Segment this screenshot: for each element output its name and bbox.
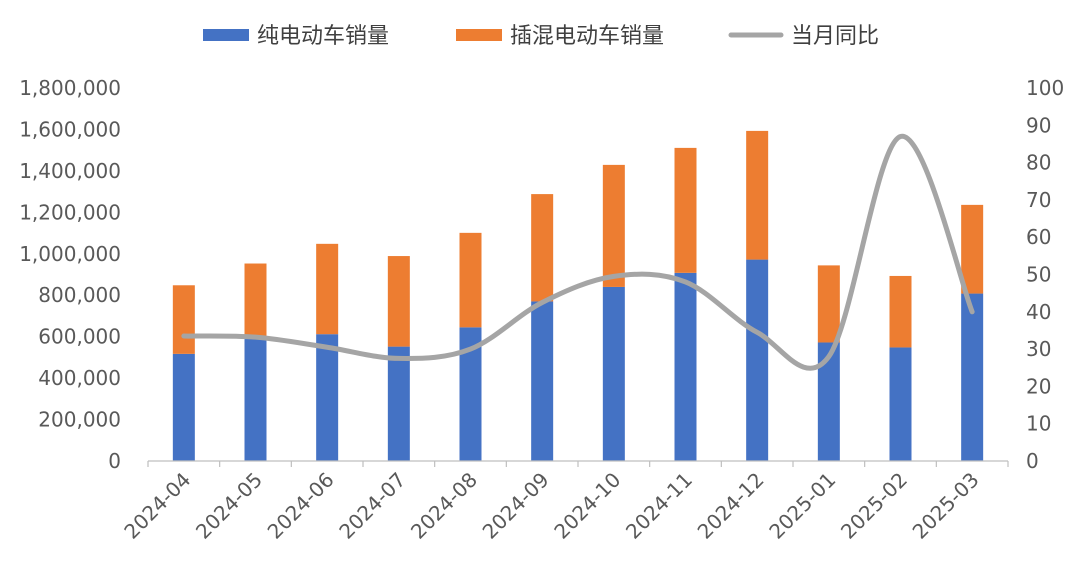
y-right-tick-label: 100 xyxy=(1026,76,1064,100)
x-tick-label: 2024-10 xyxy=(549,468,625,544)
bev-sales-bar xyxy=(172,353,195,461)
bev-sales-bar xyxy=(817,342,840,461)
legend-label: 当月同比 xyxy=(791,24,879,49)
legend-swatch xyxy=(456,29,502,41)
x-tick-label: 2025-01 xyxy=(764,468,840,544)
y-left-tick-label: 400,000 xyxy=(38,366,121,390)
y-right-tick-label: 20 xyxy=(1026,374,1051,398)
phev-sales-bar xyxy=(244,263,267,338)
y-axis-right: 0 10 20 30 40 50 60 70 80 90 100 xyxy=(1026,76,1064,473)
phev-sales-bar xyxy=(674,147,697,273)
y-left-tick-label: 1,200,000 xyxy=(19,200,121,224)
phev-sales-bar xyxy=(531,194,554,302)
y-left-tick-label: 1,800,000 xyxy=(19,76,121,100)
x-tick-label: 2024-11 xyxy=(621,468,697,544)
x-axis: 2024-042024-052024-062024-072024-082024-… xyxy=(119,460,1009,544)
bev-sales-bar xyxy=(531,301,554,461)
x-tick-label: 2024-07 xyxy=(334,468,410,544)
phev-sales-bar xyxy=(961,204,984,294)
phev-sales-bar xyxy=(817,265,840,343)
bev-sales-bar xyxy=(602,286,625,461)
bars xyxy=(172,130,984,461)
y-right-tick-label: 10 xyxy=(1026,412,1051,436)
y-right-tick-label: 30 xyxy=(1026,337,1051,361)
x-tick-label: 2024-05 xyxy=(191,468,267,544)
y-left-tick-label: 200,000 xyxy=(38,408,121,432)
y-left-tick-label: 0 xyxy=(108,449,121,473)
phev-sales-bar xyxy=(746,130,769,260)
bev-sales-bar xyxy=(674,272,697,461)
x-tick-label: 2024-04 xyxy=(119,468,195,544)
y-left-tick-label: 1,400,000 xyxy=(19,159,121,183)
y-left-tick-label: 600,000 xyxy=(38,325,121,349)
y-right-tick-label: 90 xyxy=(1026,113,1051,137)
phev-sales-bar xyxy=(459,232,482,328)
bev-sales-bar xyxy=(746,259,769,461)
yoy-line-path xyxy=(181,133,975,371)
phev-sales-bar xyxy=(889,275,912,348)
phev-sales-bar xyxy=(316,243,339,335)
phev-sales-bar xyxy=(602,164,625,287)
y-left-tick-label: 800,000 xyxy=(38,283,121,307)
y-right-tick-label: 80 xyxy=(1026,151,1051,175)
x-tick-label: 2024-06 xyxy=(263,468,339,544)
bev-sales-bar xyxy=(889,347,912,461)
x-tick-label: 2024-12 xyxy=(693,468,769,544)
x-tick-label: 2025-03 xyxy=(908,468,984,544)
phev-sales-bar xyxy=(387,256,410,347)
y-axis-left: 0 200,000 400,000 600,000 800,000 1,000,000 1,… xyxy=(19,76,121,473)
legend: 纯电动车销量 插混电动车销量 当月同比 xyxy=(203,24,879,49)
phev-sales-bar xyxy=(172,285,195,354)
y-right-tick-label: 0 xyxy=(1026,449,1039,473)
legend-swatch xyxy=(203,29,249,41)
bev-sales-bar xyxy=(244,337,267,461)
bev-sales-bar xyxy=(459,327,482,461)
legend-label: 插混电动车销量 xyxy=(510,24,664,49)
x-tick-label: 2024-08 xyxy=(406,468,482,544)
yoy-line xyxy=(181,133,975,371)
y-left-tick-label: 1,600,000 xyxy=(19,117,121,141)
x-tick-label: 2024-09 xyxy=(478,468,554,544)
y-left-tick-label: 1,000,000 xyxy=(19,242,121,266)
y-right-tick-label: 40 xyxy=(1026,300,1051,324)
legend-label: 纯电动车销量 xyxy=(257,24,389,49)
bev-sales-bar xyxy=(316,334,339,461)
y-right-tick-label: 70 xyxy=(1026,188,1051,212)
bev-sales-bar xyxy=(961,293,984,461)
y-right-tick-label: 60 xyxy=(1026,225,1051,249)
y-right-tick-label: 50 xyxy=(1026,263,1051,287)
bev-sales-bar xyxy=(387,346,410,461)
x-tick-label: 2025-02 xyxy=(836,468,912,544)
